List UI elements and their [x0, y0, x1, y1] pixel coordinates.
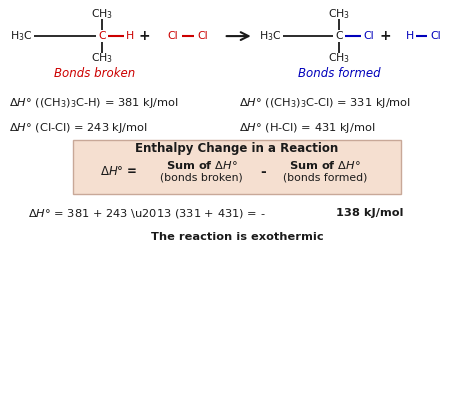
Text: CH$_3$: CH$_3$	[328, 7, 350, 21]
Text: Cl: Cl	[363, 31, 374, 41]
Text: -: -	[260, 165, 266, 178]
Text: CH$_3$: CH$_3$	[91, 51, 113, 65]
Text: $\Delta H°$ = 381 + 243 \u2013 (331 + 431) = -: $\Delta H°$ = 381 + 243 \u2013 (331 + 43…	[28, 207, 266, 220]
Text: +: +	[139, 29, 150, 43]
Text: Enthalpy Change in a Reaction: Enthalpy Change in a Reaction	[136, 142, 338, 155]
Text: (bonds formed): (bonds formed)	[283, 173, 367, 182]
Text: Cl: Cl	[168, 31, 178, 41]
Text: H$_3$C: H$_3$C	[259, 29, 282, 43]
Text: $\Delta H°$ ((CH$_3$)$_3$C-Cl) = 331 kJ/mol: $\Delta H°$ ((CH$_3$)$_3$C-Cl) = 331 kJ/…	[239, 97, 411, 110]
Text: $\Delta H°$ (H-Cl) = 431 kJ/mol: $\Delta H°$ (H-Cl) = 431 kJ/mol	[239, 121, 376, 134]
Text: C: C	[98, 31, 106, 41]
Text: $\Delta H°$ (Cl-Cl) = 243 kJ/mol: $\Delta H°$ (Cl-Cl) = 243 kJ/mol	[9, 121, 147, 134]
Text: H: H	[126, 31, 135, 41]
Text: The reaction is exothermic: The reaction is exothermic	[151, 233, 323, 242]
Text: Bonds formed: Bonds formed	[298, 67, 380, 80]
Text: Cl: Cl	[431, 31, 441, 41]
Text: CH$_3$: CH$_3$	[328, 51, 350, 65]
Text: Cl: Cl	[198, 31, 208, 41]
Text: Sum of $\Delta H°$: Sum of $\Delta H°$	[289, 159, 361, 171]
FancyBboxPatch shape	[73, 140, 401, 194]
Text: H$_3$C: H$_3$C	[10, 29, 33, 43]
Text: (bonds broken): (bonds broken)	[160, 173, 243, 182]
Text: H: H	[406, 31, 414, 41]
Text: 138 kJ/mol: 138 kJ/mol	[336, 209, 403, 218]
Text: C: C	[335, 31, 343, 41]
Text: Sum of $\Delta H°$: Sum of $\Delta H°$	[165, 159, 237, 171]
Text: $\Delta H°$ ((CH$_3$)$_3$C-H) = 381 kJ/mol: $\Delta H°$ ((CH$_3$)$_3$C-H) = 381 kJ/m…	[9, 97, 178, 110]
Text: Bonds broken: Bonds broken	[54, 67, 136, 80]
Text: +: +	[379, 29, 391, 43]
Text: $\Delta H°$ =: $\Delta H°$ =	[100, 165, 137, 178]
Text: CH$_3$: CH$_3$	[91, 7, 113, 21]
